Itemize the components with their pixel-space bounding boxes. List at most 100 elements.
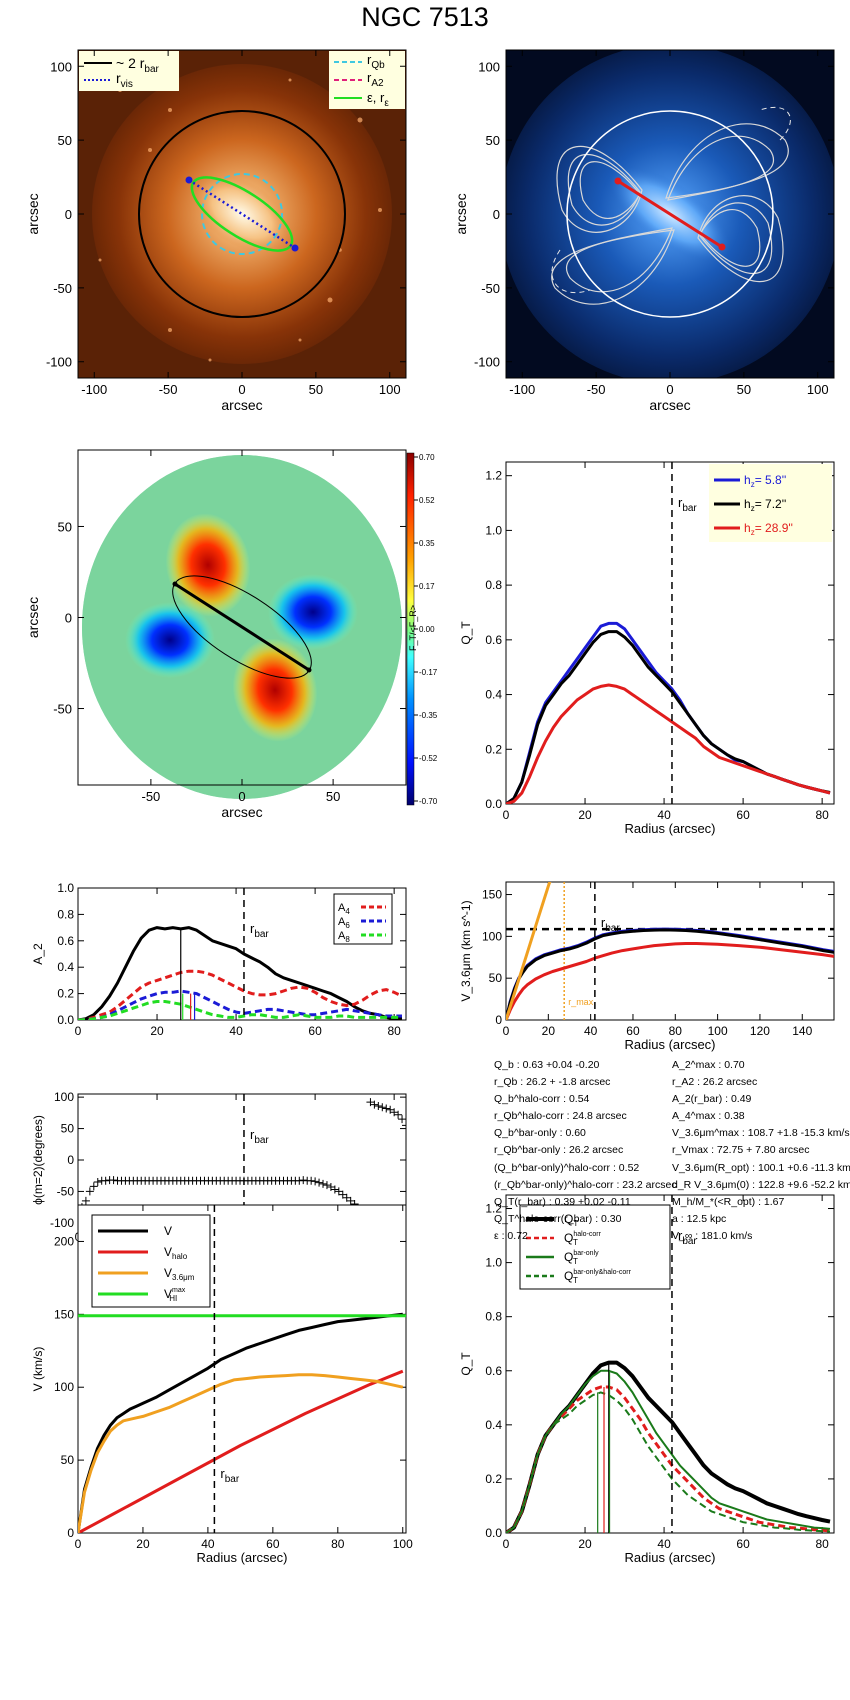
data-point <box>374 1101 383 1110</box>
data-point <box>89 1182 98 1191</box>
data-point <box>330 1185 339 1194</box>
x-tick-label: 0 <box>503 808 510 822</box>
y-tick-label: 50 <box>489 971 503 985</box>
x-tick-label: 50 <box>737 382 751 397</box>
y-tick-label: 100 <box>50 59 72 74</box>
x-tick-label: 0 <box>75 1024 82 1038</box>
legend-label: Qhalo-corr T <box>564 1231 602 1247</box>
y-tick-label: 50 <box>61 1122 75 1136</box>
legend-label: A4 <box>338 902 350 916</box>
y-tick-label: -50 <box>53 281 72 296</box>
galaxy-image-axes: -100 -50 0 50 100 100 50 0 -50 -100 arcsec arcsec <box>25 50 406 413</box>
colorbar-tick-label: 0.35 <box>419 539 435 548</box>
rmax-label: r_max <box>568 997 594 1007</box>
y-tick-label: 100 <box>478 59 500 74</box>
series-v-red <box>506 942 834 1020</box>
data-point <box>315 1178 324 1187</box>
x-tick-label: 60 <box>308 1024 322 1038</box>
negative-lobe-right <box>268 574 358 650</box>
parameter-column-right: A_2^max : 0.70 r_A2 : 26.2 arcsec A_2(r_ba… <box>672 1057 850 1245</box>
parameter-column-left: Q_b : 0.63 +0.04 -0.20 r_Qb : 26.2 + -1.8… <box>494 1057 677 1245</box>
legend-label: V <box>164 1224 172 1238</box>
y-tick-label: 1.0 <box>485 523 502 537</box>
parameter-line: Q_b^bar-only : 0.60 <box>494 1127 586 1140</box>
y-axis-label: arcsec <box>453 193 469 234</box>
y-tick-label: 100 <box>482 929 502 943</box>
x-tick-label: 20 <box>136 1537 150 1551</box>
parameter-line: V_∞ : 181.0 km/s <box>672 1229 753 1242</box>
x-tick-label: 80 <box>815 1537 829 1551</box>
legend-label: A8 <box>338 930 350 944</box>
x-tick-label: 0 <box>238 789 245 804</box>
y-tick-label: -100 <box>474 355 500 370</box>
bar-radius-circle-2 <box>566 110 774 318</box>
parameter-line: M_h/M_*(<R_opt) : 1.67 <box>672 1195 785 1208</box>
x-tick-label: 60 <box>626 1024 640 1038</box>
svg-text:rA2: rA2 <box>367 70 384 89</box>
y-tick-label: 0.0 <box>485 1526 502 1540</box>
series-v-black <box>506 928 834 1020</box>
rbar-label: rbar <box>250 921 269 940</box>
y-axis-label: Q_T <box>459 1352 473 1376</box>
contour-panel <box>505 49 835 379</box>
x-axis-label: arcsec <box>221 397 262 413</box>
ratio-map-panel <box>77 449 415 806</box>
parameter-line: Q_T(r_bar) : 0.39 +0.02 -0.11 <box>494 1195 631 1208</box>
page-title: NGC 7513 <box>361 2 489 32</box>
y-tick-label: -50 <box>481 281 500 296</box>
legend-label: Vhalo <box>164 1245 188 1261</box>
y-tick-label: 0.6 <box>485 633 502 647</box>
y-tick-label: 0.8 <box>485 578 502 592</box>
colorbar-label: F_T/<F_R> <box>408 605 418 651</box>
y-axis-label: Q_T <box>459 621 473 645</box>
x-tick-label: 0 <box>238 382 245 397</box>
legend-label: QT <box>564 1212 578 1228</box>
x-tick-label: 100 <box>708 1024 728 1038</box>
parameter-line: Q_b : 0.63 +0.04 -0.20 <box>494 1059 600 1071</box>
colorbar-tick-label: -0.52 <box>419 754 438 763</box>
x-tick-label: 60 <box>736 808 750 822</box>
y-tick-label: 200 <box>54 1234 74 1248</box>
chart-rotation_curve_36: 0 20 40 60 80 100 120 140 0 50 100 150 Radius (arcse… <box>459 881 835 1052</box>
y-tick-label: 1.2 <box>485 1202 502 1216</box>
x-tick-label: -100 <box>509 382 535 397</box>
y-tick-label: 100 <box>54 1090 74 1104</box>
data-point <box>370 1100 379 1109</box>
series-a6 <box>78 989 402 1020</box>
y-tick-label: 0 <box>65 611 72 626</box>
y-tick-label: 0 <box>493 207 500 222</box>
x-tick-label: 20 <box>542 1024 556 1038</box>
x-tick-label: 0 <box>503 1024 510 1038</box>
parameter-line: A_2(r_bar) : 0.49 <box>672 1093 752 1106</box>
chart-qt_halo_corr: 0 20 40 60 80 0.0 0.2 0.4 0.6 0.8 1.0 1.2 Radius (ar… <box>459 1194 835 1565</box>
legend-label: hz= 7.2'' <box>744 497 786 513</box>
x-tick-label: 80 <box>387 1024 401 1038</box>
x-axis-label: Radius (arcsec) <box>624 1037 715 1052</box>
x-tick-label: 40 <box>229 1024 243 1038</box>
y-tick-label: 0.6 <box>57 934 74 948</box>
x-tick-label: 40 <box>201 1537 215 1551</box>
series-v-3-6-m <box>78 1373 404 1533</box>
bar-axis-line <box>617 179 723 249</box>
y-tick-label: 50 <box>486 133 500 148</box>
positive-lobe-lower <box>232 638 318 742</box>
parameter-line: (r_Qb^bar-only)^halo-corr : 23.2 arcsec <box>494 1178 677 1191</box>
y-tick-label: 0.8 <box>57 907 74 921</box>
series-h-z-28-9- <box>506 683 831 804</box>
series-q-t-bar-only <box>506 1369 831 1533</box>
chart-halo_rotation: 0 20 40 60 80 100 0 50 100 150 200 Radius (arcsec) V… <box>31 1204 413 1565</box>
y-tick-label: 50 <box>58 133 72 148</box>
parameter-line: Q_T^halo-corr(r_bar) : 0.30 <box>494 1212 622 1225</box>
data-point <box>295 1176 304 1185</box>
y-tick-label: -100 <box>46 355 72 370</box>
x-axis-label: Radius (arcsec) <box>624 821 715 836</box>
parameter-line: V_3.6μm^max : 108.7 +1.8 -15.3 km/s <box>672 1127 850 1140</box>
parameter-line: d_R V_3.6μm(0) : 122.8 +9.6 -52.2 km/s/k… <box>672 1178 850 1191</box>
x-tick-label: 60 <box>266 1537 280 1551</box>
legend-rvis: rvis <box>116 70 133 90</box>
data-point <box>109 1176 118 1185</box>
x-tick-label: 60 <box>736 1537 750 1551</box>
